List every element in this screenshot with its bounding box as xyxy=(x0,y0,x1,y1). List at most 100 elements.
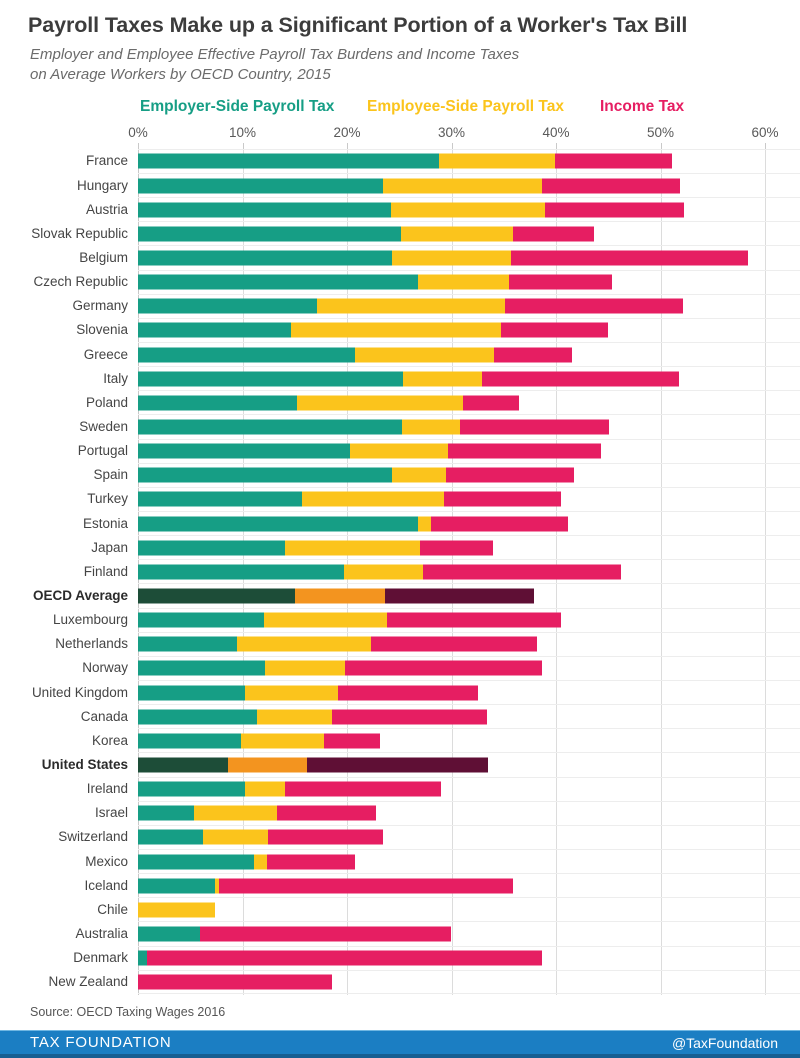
bar-segment-employer xyxy=(138,322,292,338)
bar-segment-employer xyxy=(138,612,264,628)
bar-segment-income xyxy=(505,298,684,314)
bar-track xyxy=(138,173,800,197)
chart-row: Korea xyxy=(0,728,800,752)
gridline xyxy=(765,148,766,995)
bar-track xyxy=(138,414,800,438)
axis-tick-label: 20% xyxy=(333,124,361,140)
country-label: Spain xyxy=(93,467,128,483)
bar-segment-employer xyxy=(138,274,419,290)
bar-segment-income xyxy=(199,926,452,942)
bar-segment-employer xyxy=(138,854,254,870)
bar-track xyxy=(138,510,800,535)
country-label: Austria xyxy=(85,201,128,217)
bar-segment-income xyxy=(460,419,610,435)
country-label: Czech Republic xyxy=(33,274,128,290)
country-label: Canada xyxy=(80,708,128,724)
country-label: United Kingdom xyxy=(31,684,128,700)
stacked-bar-chart: France Hungary Austria Slovak Republic Belgi… xyxy=(0,148,800,995)
country-label: OECD Average xyxy=(32,587,128,603)
bar-segment-employee xyxy=(194,805,278,821)
bar-segment-income xyxy=(267,854,356,870)
chart-row: France xyxy=(0,148,800,173)
country-label: Netherlands xyxy=(55,636,128,652)
bar-segment-income xyxy=(545,202,685,218)
bar-segment-employee xyxy=(138,902,216,918)
bar-segment-employer xyxy=(138,829,204,845)
country-label: Turkey xyxy=(87,491,128,507)
bar-segment-income xyxy=(463,395,519,411)
chart-row: Slovenia xyxy=(0,317,800,342)
axis-tick-mark xyxy=(138,142,139,149)
bar-track xyxy=(138,679,800,704)
axis-tick-mark xyxy=(765,142,766,149)
bar-segment-employer xyxy=(138,588,295,604)
bar-track xyxy=(138,921,800,945)
bar-track xyxy=(138,897,800,921)
bar-segment-income xyxy=(324,733,380,749)
bar-track xyxy=(138,317,800,342)
bar-segment-income xyxy=(555,153,672,169)
bar-segment-employer xyxy=(138,878,216,894)
brand-name: TAX FOUNDATION xyxy=(30,1034,172,1051)
bar-track xyxy=(138,704,800,728)
bar-track xyxy=(138,969,800,994)
chart-row: Belgium xyxy=(0,245,800,269)
bar-segment-employee xyxy=(382,178,542,194)
bar-track xyxy=(138,293,800,318)
bar-track xyxy=(138,462,800,487)
bar-segment-employee xyxy=(439,153,556,169)
chart-legend: Employer-Side Payroll Tax Employee-Side P… xyxy=(0,98,800,122)
bar-segment-employee xyxy=(240,733,325,749)
country-label: United States xyxy=(41,756,128,772)
bar-segment-income xyxy=(541,178,680,194)
bar-segment-employer xyxy=(138,781,246,797)
chart-row: Italy xyxy=(0,366,800,390)
bar-segment-income xyxy=(500,322,608,338)
bar-segment-income xyxy=(284,781,442,797)
chart-row: Poland xyxy=(0,390,800,414)
bar-track xyxy=(138,728,800,752)
bar-segment-employer xyxy=(138,636,238,652)
subtitle: Employer and Employee Effective Payroll … xyxy=(30,45,772,85)
bar-track xyxy=(138,655,800,680)
chart-row: Luxembourg xyxy=(0,607,800,632)
chart-row: Austria xyxy=(0,197,800,221)
bar-segment-employee xyxy=(294,588,386,604)
header: Payroll Taxes Make up a Significant Port… xyxy=(0,0,800,85)
bar-segment-employee xyxy=(284,540,421,556)
bar-segment-income xyxy=(370,636,538,652)
bar-segment-income xyxy=(306,757,488,773)
country-label: Denmark xyxy=(73,950,128,966)
bar-track xyxy=(138,607,800,632)
subtitle-line-2: on Average Workers by OECD Country, 2015 xyxy=(30,65,331,83)
chart-row: Norway xyxy=(0,655,800,680)
bar-segment-employer xyxy=(138,564,345,580)
chart-row: Mexico xyxy=(0,848,800,873)
bar-segment-income xyxy=(420,540,494,556)
bar-track xyxy=(138,583,800,607)
country-label: France xyxy=(85,153,128,169)
bar-segment-employer xyxy=(138,685,246,701)
axis-tick-label: 40% xyxy=(542,124,570,140)
chart-row: Switzerland xyxy=(0,824,800,849)
country-label: Finland xyxy=(83,563,128,579)
bar-segment-employer xyxy=(138,178,383,194)
bar-segment-income xyxy=(482,371,679,387)
bar-segment-employee xyxy=(418,516,432,532)
bar-track xyxy=(138,535,800,559)
axis-tick-mark xyxy=(660,142,662,149)
country-label: Slovak Republic xyxy=(31,225,128,241)
chart-row: Australia xyxy=(0,921,800,945)
bar-segment-income xyxy=(277,805,377,821)
bar-segment-employee xyxy=(391,467,446,483)
bar-track xyxy=(138,776,800,801)
bar-segment-employer xyxy=(138,467,392,483)
country-label: Israel xyxy=(94,805,128,821)
chart-row: New Zealand xyxy=(0,969,800,994)
bar-segment-income xyxy=(387,612,561,628)
bar-segment-employer xyxy=(138,805,195,821)
country-label: Ireland xyxy=(86,781,128,797)
country-label: Poland xyxy=(85,394,128,410)
chart-row: Finland xyxy=(0,559,800,583)
country-label: Greece xyxy=(83,346,128,362)
